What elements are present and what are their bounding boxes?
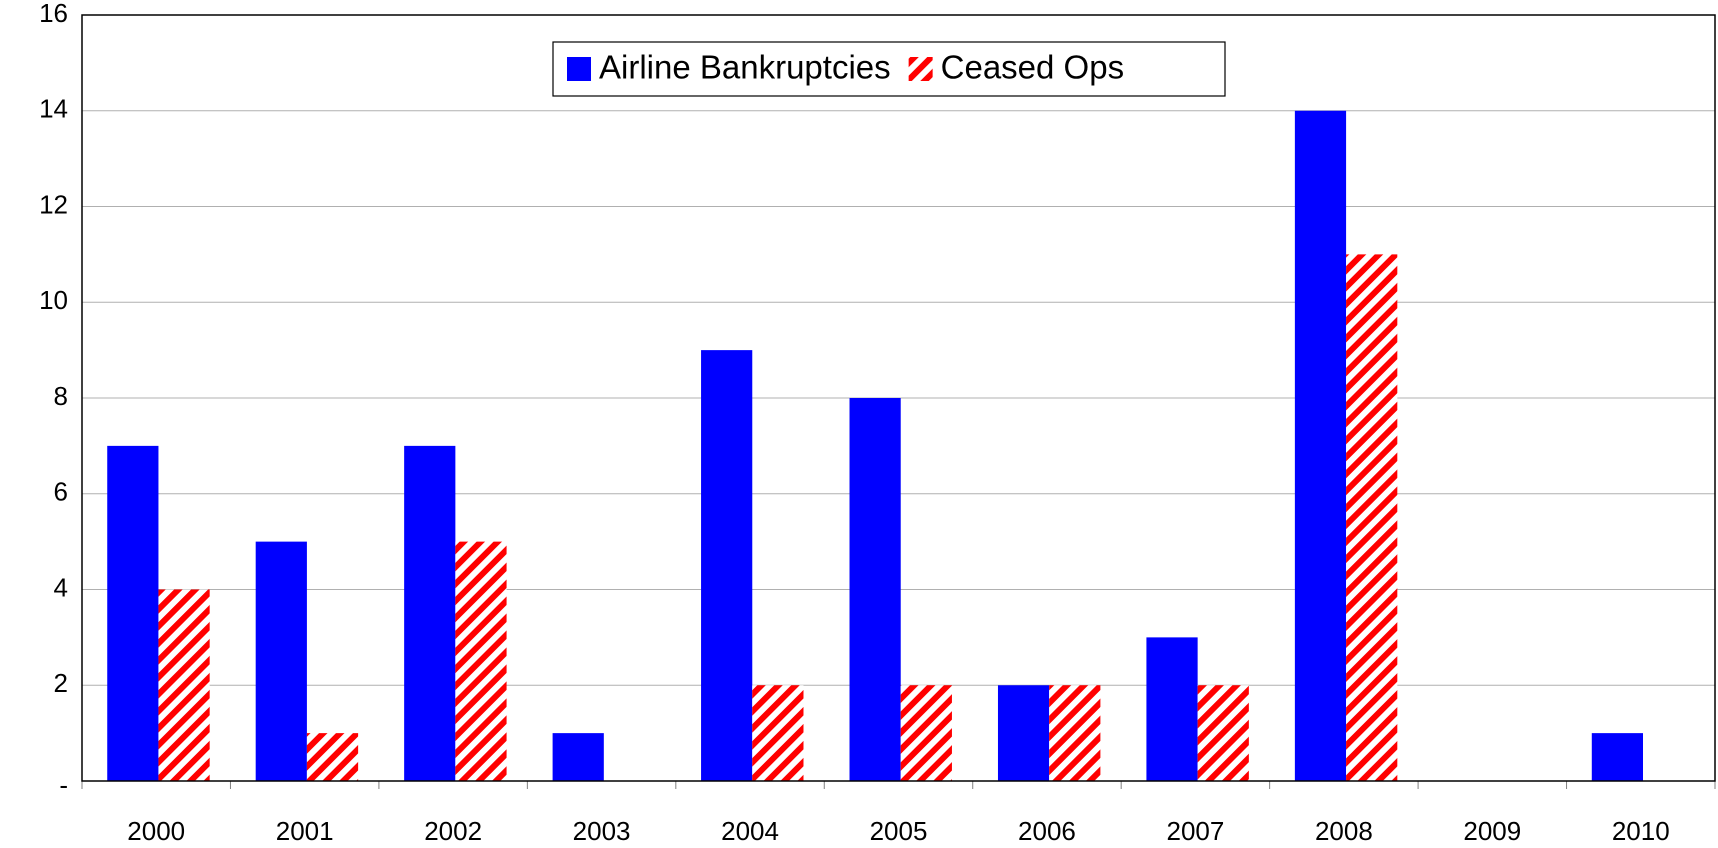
y-tick-label: 16 <box>39 0 68 28</box>
bar <box>552 733 604 781</box>
bar <box>404 445 456 781</box>
y-tick-label: 12 <box>39 189 68 219</box>
plot-border <box>81 14 1716 782</box>
bar <box>1346 254 1398 781</box>
x-tick-label: 2005 <box>870 816 928 846</box>
y-tick-label: 2 <box>54 668 68 698</box>
legend-swatch <box>908 57 933 81</box>
y-tick-label: - <box>59 770 68 800</box>
y-tick-label: 4 <box>54 572 68 602</box>
x-tick-label: 2000 <box>127 816 185 846</box>
y-tick-label: 14 <box>39 94 68 124</box>
bar <box>752 685 804 781</box>
bar <box>900 685 952 781</box>
x-tick-label: 2006 <box>1018 816 1076 846</box>
bar <box>701 350 753 781</box>
legend-label: Airline Bankruptcies <box>599 49 891 86</box>
x-tick-label: 2004 <box>721 816 779 846</box>
y-tick-label: 10 <box>39 285 68 315</box>
x-tick-label: 2003 <box>573 816 631 846</box>
x-tick-label: 2010 <box>1612 816 1670 846</box>
y-tick-label: 8 <box>54 381 68 411</box>
legend-label: Ceased Ops <box>941 49 1124 86</box>
bar <box>1294 110 1347 781</box>
bar <box>997 685 1050 781</box>
x-tick-label: 2007 <box>1166 816 1224 846</box>
bar <box>1197 685 1249 781</box>
bar <box>849 398 901 781</box>
bar <box>107 445 159 781</box>
x-tick-label: 2002 <box>424 816 482 846</box>
bar <box>306 733 359 781</box>
bar <box>455 541 507 781</box>
bar <box>255 541 307 781</box>
bar <box>1049 685 1101 781</box>
x-tick-label: 2009 <box>1463 816 1521 846</box>
bar <box>1591 733 1643 781</box>
x-tick-label: 2008 <box>1315 816 1373 846</box>
x-tick-label: 2001 <box>276 816 334 846</box>
y-tick-label: 6 <box>54 477 68 507</box>
legend-box <box>552 41 1226 97</box>
bar <box>158 589 210 781</box>
bar <box>1146 637 1198 781</box>
legend-swatch <box>567 57 591 81</box>
